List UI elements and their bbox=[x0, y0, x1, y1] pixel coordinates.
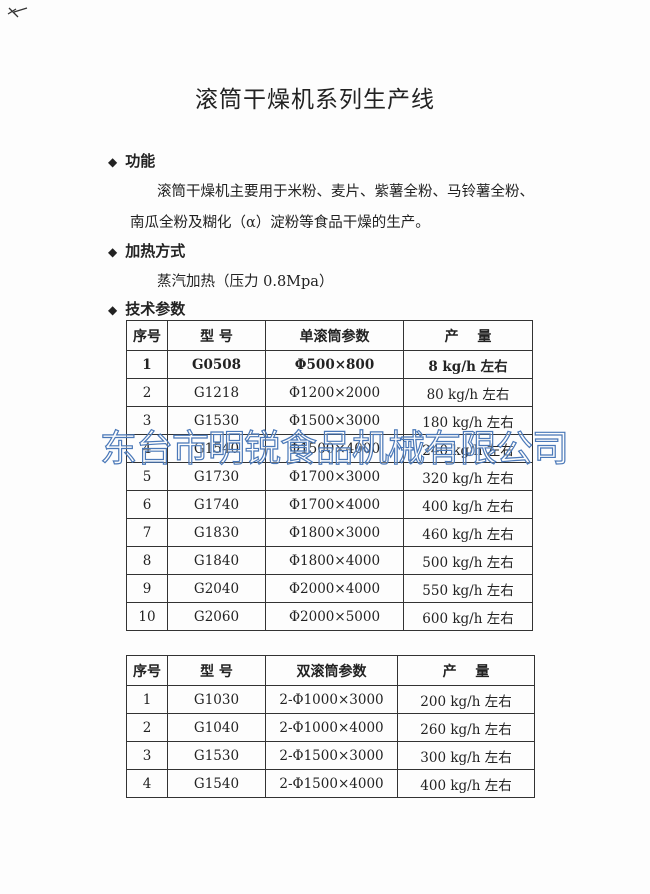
table-cell: Φ2000×5000 bbox=[265, 602, 404, 631]
table-cell: 240 kg/h 左右 bbox=[403, 434, 533, 463]
table-cell: Φ1500×4000 bbox=[265, 434, 404, 463]
section-heading-heating: ◆ 加热方式 bbox=[108, 240, 185, 261]
heading-text: 技术参数 bbox=[125, 300, 186, 318]
diamond-bullet-icon: ◆ bbox=[108, 245, 118, 259]
table-row: 2 G1218 Φ1200×2000 80 kg/h 左右 bbox=[126, 378, 533, 407]
table-cell: 2-Φ1000×4000 bbox=[265, 713, 398, 742]
table-cell: G1040 bbox=[167, 713, 266, 742]
table-row: 5 G1730 Φ1700×3000 320 kg/h 左右 bbox=[126, 462, 533, 491]
table-cell: 400 kg/h 左右 bbox=[403, 490, 533, 519]
table-row: 6 G1740 Φ1700×4000 400 kg/h 左右 bbox=[126, 490, 533, 519]
diamond-bullet-icon: ◆ bbox=[108, 303, 118, 317]
section-heading-function: ◆ 功能 bbox=[108, 150, 155, 171]
table-cell: 400 kg/h 左右 bbox=[397, 769, 535, 798]
page-title: 滚筒干燥机系列生产线 bbox=[195, 87, 435, 113]
table-cell: G2060 bbox=[167, 602, 266, 631]
table-cell: 9 bbox=[126, 574, 168, 603]
table-row: 3 G1530 2-Φ1500×3000 300 kg/h 左右 bbox=[126, 741, 535, 770]
heating-text: 蒸汽加热（压力 0.8Mpa） bbox=[157, 274, 334, 290]
heading-text: 功能 bbox=[125, 152, 156, 170]
table-cell: Φ1200×2000 bbox=[265, 378, 404, 407]
table-row: 7 G1830 Φ1800×3000 460 kg/h 左右 bbox=[126, 518, 533, 547]
table-row: 1 G0508 Φ500×800 8 kg/h 左右 bbox=[126, 350, 533, 379]
single-drum-table: 序号型 号单滚筒参数产 量 1 G0508 Φ500×800 8 kg/h 左右 2 G12… bbox=[126, 320, 533, 631]
double-drum-table: 序号型 号双滚筒参数产 量 1 G1030 2-Φ1000×3000 200 kg/h … bbox=[126, 655, 535, 798]
table-row: 1 G1030 2-Φ1000×3000 200 kg/h 左右 bbox=[126, 685, 535, 714]
table-cell: 4 bbox=[126, 434, 168, 463]
table-cell: 2 bbox=[126, 713, 168, 742]
table-row: 4 G1540 2-Φ1500×4000 400 kg/h 左右 bbox=[126, 769, 535, 798]
table-row: 4 G1540 Φ1500×4000 240 kg/h 左右 bbox=[126, 434, 533, 463]
table-cell: 260 kg/h 左右 bbox=[397, 713, 535, 742]
table-row: 8 G1840 Φ1800×4000 500 kg/h 左右 bbox=[126, 546, 533, 575]
table-cell: G1830 bbox=[167, 518, 266, 547]
table-cell: 2-Φ1500×3000 bbox=[265, 741, 398, 770]
table-cell: G2040 bbox=[167, 574, 266, 603]
table-row: 9 G2040 Φ2000×4000 550 kg/h 左右 bbox=[126, 574, 533, 603]
table-cell: 1 bbox=[126, 685, 168, 714]
table-cell: 2-Φ1500×4000 bbox=[265, 769, 398, 798]
pen-mark-icon bbox=[7, 7, 28, 18]
column-header: 序号 bbox=[126, 320, 168, 351]
column-header: 序号 bbox=[126, 655, 168, 686]
function-text-line2: 南瓜全粉及糊化（α）淀粉等食品干燥的生产。 bbox=[130, 215, 430, 231]
table-cell: 320 kg/h 左右 bbox=[403, 462, 533, 491]
section-heading-specs: ◆ 技术参数 bbox=[108, 298, 185, 319]
table-cell: 8 kg/h 左右 bbox=[403, 350, 533, 379]
table-cell: 3 bbox=[126, 406, 168, 435]
table-cell: 550 kg/h 左右 bbox=[403, 574, 533, 603]
table-cell: 10 bbox=[126, 602, 168, 631]
table-cell: G1218 bbox=[167, 378, 266, 407]
table-cell: G1540 bbox=[167, 434, 266, 463]
table-cell: 300 kg/h 左右 bbox=[397, 741, 535, 770]
table-row: 10 G2060 Φ2000×5000 600 kg/h 左右 bbox=[126, 602, 533, 631]
table-cell: 500 kg/h 左右 bbox=[403, 546, 533, 575]
column-header: 型 号 bbox=[167, 320, 266, 351]
column-header: 产 量 bbox=[397, 655, 535, 686]
table-cell: Φ1800×4000 bbox=[265, 546, 404, 575]
table-cell: 6 bbox=[126, 490, 168, 519]
table-cell: 7 bbox=[126, 518, 168, 547]
watermark: 东台市明锐食品机械有限公司 bbox=[99, 426, 569, 470]
table-cell: 600 kg/h 左右 bbox=[403, 602, 533, 631]
table-cell: 1 bbox=[126, 350, 168, 379]
table-cell: G0508 bbox=[167, 350, 266, 379]
column-header: 产 量 bbox=[403, 320, 533, 351]
table-cell: G1740 bbox=[167, 490, 266, 519]
table-cell: G1840 bbox=[167, 546, 266, 575]
table-cell: 3 bbox=[126, 741, 168, 770]
column-header: 型 号 bbox=[167, 655, 266, 686]
table-cell: Φ1700×4000 bbox=[265, 490, 404, 519]
table-cell: Φ2000×4000 bbox=[265, 574, 404, 603]
table-cell: 460 kg/h 左右 bbox=[403, 518, 533, 547]
table-cell: Φ500×800 bbox=[265, 350, 404, 379]
table-cell: 2-Φ1000×3000 bbox=[265, 685, 398, 714]
table-cell: 2 bbox=[126, 378, 168, 407]
table-cell: Φ1800×3000 bbox=[265, 518, 404, 547]
column-header: 双滚筒参数 bbox=[265, 655, 398, 686]
function-text-line1: 滚筒干燥机主要用于米粉、麦片、紫薯全粉、马铃薯全粉、 bbox=[157, 184, 534, 200]
table-cell: 4 bbox=[126, 769, 168, 798]
table-cell: 80 kg/h 左右 bbox=[403, 378, 533, 407]
table-cell: G1540 bbox=[167, 769, 266, 798]
diamond-bullet-icon: ◆ bbox=[108, 155, 118, 169]
heading-text: 加热方式 bbox=[125, 242, 186, 260]
table-cell: 8 bbox=[126, 546, 168, 575]
table-row: 2 G1040 2-Φ1000×4000 260 kg/h 左右 bbox=[126, 713, 535, 742]
table-cell: 200 kg/h 左右 bbox=[397, 685, 535, 714]
table-cell: G1030 bbox=[167, 685, 266, 714]
table-cell: G1530 bbox=[167, 741, 266, 770]
column-header: 单滚筒参数 bbox=[265, 320, 404, 351]
table-cell: Φ1700×3000 bbox=[265, 462, 404, 491]
